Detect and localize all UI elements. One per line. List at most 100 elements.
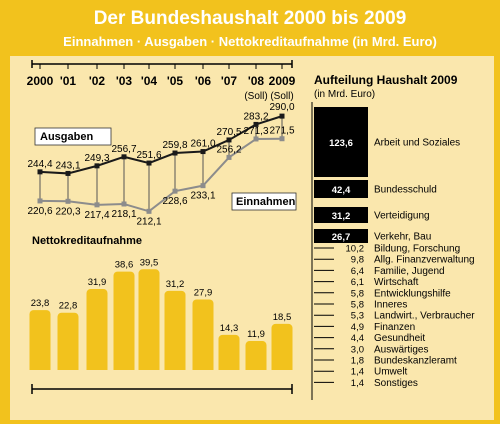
breakdown-category-label: Bildung, Forschung [374, 244, 460, 255]
year-label: '06 [195, 74, 212, 88]
bar-value-label: 39,5 [140, 257, 159, 268]
data-label: 271,5 [269, 126, 294, 137]
data-point [226, 154, 232, 160]
year-label: '08 [248, 74, 265, 88]
breakdown-category-label: Umwelt [374, 367, 408, 378]
data-point [172, 188, 178, 194]
breakdown-category-label: Bundesschuld [374, 185, 437, 196]
bar [192, 299, 214, 378]
data-label: 233,1 [190, 191, 215, 202]
breakdown-value-label: 4,4 [351, 333, 364, 344]
series-box-einnahmen [231, 192, 297, 211]
bar [29, 310, 51, 378]
breakdown-value-label: 4,9 [351, 322, 364, 333]
year-label: 2000 [27, 74, 54, 88]
breakdown-value-label: 6,4 [351, 266, 364, 277]
data-label: 256,7 [111, 144, 136, 155]
data-label: 270,5 [216, 127, 241, 138]
data-label: 249,3 [84, 153, 109, 164]
data-label: 256,2 [216, 144, 241, 155]
breakdown-value-label: 6,1 [351, 277, 364, 288]
breakdown-value-label: 9,8 [351, 255, 364, 266]
bar-value-label: 31,2 [166, 279, 185, 290]
breakdown-title: Aufteilung Haushalt 2009 [314, 73, 458, 87]
series-name-einnahmen: Einnahmen [236, 196, 296, 208]
bar [138, 269, 160, 378]
data-point [121, 154, 127, 160]
data-label: 220,6 [27, 206, 52, 217]
data-point [279, 136, 285, 142]
data-label: 271,3 [243, 126, 268, 137]
bar [245, 341, 267, 378]
bar [57, 312, 79, 378]
data-label: 243,1 [55, 160, 80, 171]
bar-value-label: 11,9 [247, 329, 265, 340]
data-point [94, 202, 100, 208]
bar-value-label: 27,9 [194, 287, 213, 298]
breakdown-category-label: Wirtschaft [374, 277, 419, 288]
data-label: 217,4 [84, 210, 109, 221]
data-point [37, 198, 43, 204]
year-label: '07 [221, 74, 238, 88]
breakdown-value-label: 123,6 [329, 138, 353, 149]
data-label: 220,3 [55, 206, 80, 217]
bar [218, 334, 240, 378]
chart-title: Der Bundeshaushalt 2000 bis 2009 [93, 8, 407, 29]
series-name-ausgaben: Ausgaben [40, 131, 93, 143]
data-point [94, 163, 100, 169]
year-label: '05 [167, 74, 184, 88]
data-label: 261,0 [190, 139, 215, 150]
data-point [200, 183, 206, 189]
breakdown-value-label: 26,7 [332, 232, 351, 243]
year-label: '02 [89, 74, 106, 88]
bar-value-label: 31,9 [88, 277, 107, 288]
data-label: 251,6 [136, 150, 161, 161]
year-sublabel: (Soll) [244, 91, 267, 102]
breakdown-value-label: 5,8 [351, 300, 364, 311]
data-label: 259,8 [162, 140, 187, 151]
data-point [65, 170, 71, 176]
data-point [279, 113, 285, 119]
breakdown-category-label: Inneres [374, 300, 407, 311]
data-point [226, 137, 232, 143]
bar-baseline-mask [28, 370, 296, 378]
breakdown-value-label: 5,8 [351, 288, 364, 299]
data-point [253, 121, 259, 127]
breakdown-category-label: Familie, Jugend [374, 266, 445, 277]
bar [164, 290, 186, 378]
breakdown-category-label: Sonstiges [374, 378, 418, 389]
data-label: 290,0 [269, 102, 294, 113]
breakdown-bar [314, 229, 368, 243]
data-point [37, 169, 43, 175]
breakdown-bar [314, 107, 368, 177]
year-label: 2009 [269, 74, 296, 88]
bar-value-label: 22,8 [59, 301, 78, 312]
breakdown-category-label: Allg. Finanzverwaltung [374, 255, 475, 266]
bar-value-label: 23,8 [31, 298, 50, 309]
year-label: '01 [60, 74, 77, 88]
data-point [200, 149, 206, 155]
breakdown-category-label: Verteidigung [374, 211, 430, 222]
breakdown-bar [314, 207, 368, 223]
breakdown-value-label: 42,4 [332, 185, 351, 196]
breakdown-category-label: Auswärtiges [374, 344, 428, 355]
data-point [146, 208, 152, 214]
bar [271, 323, 293, 378]
breakdown-category-label: Landwirt., Verbraucher [374, 311, 475, 322]
year-label: '04 [141, 74, 158, 88]
breakdown-category-label: Arbeit und Soziales [374, 138, 460, 149]
breakdown-category-label: Bundeskanzleramt [374, 356, 457, 367]
bar-value-label: 18,5 [273, 312, 292, 323]
breakdown-category-label: Gesundheit [374, 333, 425, 344]
series-box-ausgaben [34, 127, 112, 146]
breakdown-value-label: 1,4 [351, 378, 364, 389]
breakdown-category-label: Entwicklungshilfe [374, 288, 451, 299]
breakdown-value-label: 31,2 [332, 211, 351, 222]
chart-subtitle: Einnahmen · Ausgaben · Nettokreditaufnah… [63, 34, 437, 49]
bar-value-label: 14,3 [220, 323, 239, 334]
breakdown-category-label: Verkehr, Bau [374, 232, 431, 243]
bar-chart-title: Nettokreditaufnahme [32, 235, 142, 247]
data-label: 218,1 [111, 209, 136, 220]
